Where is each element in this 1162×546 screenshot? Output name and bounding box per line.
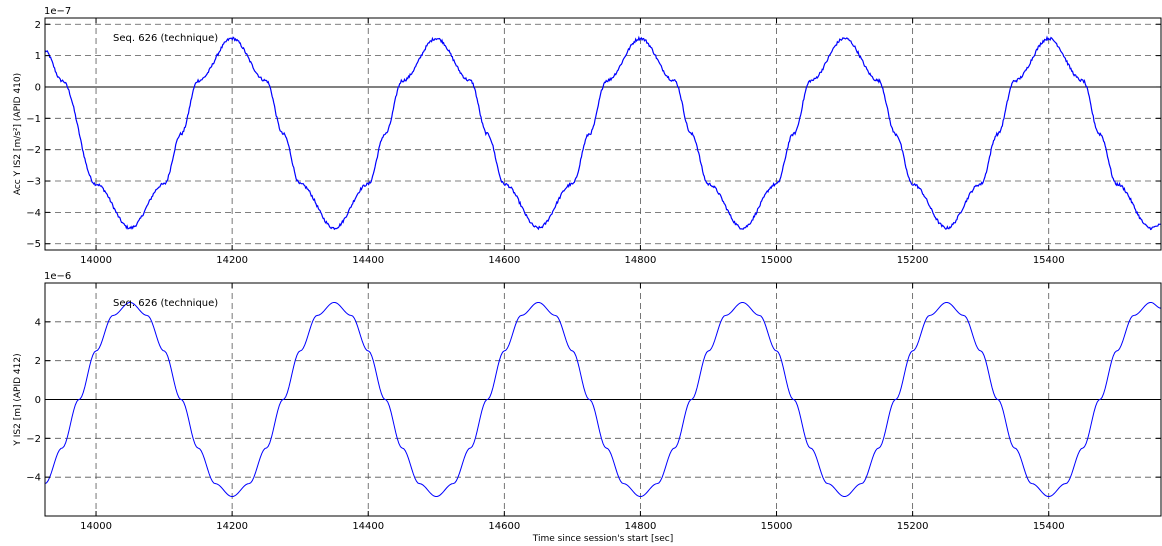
acceleration-x-tick-label: 14000	[80, 255, 112, 266]
acceleration-x-tick-label: 15000	[761, 255, 793, 266]
acceleration-series-line	[44, 35, 1162, 231]
acceleration-y-tick-label: −5	[26, 239, 41, 250]
acceleration-x-tick-label: 14800	[625, 255, 657, 266]
position-x-tick-label: 14600	[488, 521, 520, 532]
acceleration-plot-frame	[44, 17, 1162, 251]
acceleration-x-tick-label: 15400	[1033, 255, 1065, 266]
acceleration-x-ticks: 14000 14200 14400 14600 14800 15000 15200 15400	[80, 18, 1065, 266]
acceleration-panel: 14000 14200 14400 14600 14800 15000 15200 15400…	[13, 6, 1162, 266]
acceleration-grid	[45, 18, 1161, 250]
acceleration-x-tick-label: 14200	[216, 255, 248, 266]
acceleration-y-tick-label: −1	[26, 114, 41, 125]
position-panel: 14000 14200 14400 14600 14800 15000 15200 15400…	[13, 271, 1162, 544]
position-offset-label: 1e−6	[44, 271, 71, 282]
acceleration-x-tick-label: 14600	[488, 255, 520, 266]
position-x-tick-label: 14000	[80, 521, 112, 532]
acceleration-x-tick-label: 14400	[352, 255, 384, 266]
position-y-axis-label: Y IS2 [m] (APID 412)	[13, 353, 23, 446]
acceleration-y-tick-label: 0	[35, 82, 41, 93]
position-x-tick-label: 15200	[897, 521, 929, 532]
acceleration-series	[44, 35, 1162, 231]
position-y-tick-label: 0	[35, 395, 41, 406]
position-x-tick-label: 15400	[1033, 521, 1065, 532]
acceleration-offset-label: 1e−7	[44, 6, 71, 17]
position-x-ticks: 14000 14200 14400 14600 14800 15000 15200 15400	[80, 283, 1065, 532]
acceleration-y-tick-label: −2	[26, 145, 41, 156]
position-x-tick-label: 14800	[625, 521, 657, 532]
position-y-tick-label: −2	[26, 434, 41, 445]
position-x-tick-label: 15000	[761, 521, 793, 532]
position-series	[44, 301, 1162, 498]
acceleration-y-tick-label: −3	[26, 177, 41, 188]
position-x-tick-label: 14200	[216, 521, 248, 532]
acceleration-y-tick-label: 1	[35, 51, 41, 62]
position-y-tick-label: −4	[26, 473, 41, 484]
position-annotation: Seq. 626 (technique)	[113, 298, 218, 309]
position-y-ticks: 4 2 0 −2 −4	[26, 317, 1161, 484]
position-x-axis-label: Time since session's start [sec]	[532, 534, 673, 544]
position-grid	[45, 283, 1161, 516]
position-y-tick-label: 4	[35, 317, 41, 328]
acceleration-y-ticks: 2 1 0 −1 −2 −3 −4 −5	[26, 20, 1161, 250]
position-series-line	[44, 301, 1162, 498]
acceleration-y-axis-label: Acc Y IS2 [m/s²] (APID 410)	[13, 73, 23, 195]
position-x-tick-label: 14400	[352, 521, 384, 532]
acceleration-x-tick-label: 15200	[897, 255, 929, 266]
acceleration-y-tick-label: 2	[35, 20, 41, 31]
acceleration-y-tick-label: −4	[26, 208, 41, 219]
acceleration-annotation: Seq. 626 (technique)	[113, 33, 218, 44]
position-y-tick-label: 2	[35, 356, 41, 367]
